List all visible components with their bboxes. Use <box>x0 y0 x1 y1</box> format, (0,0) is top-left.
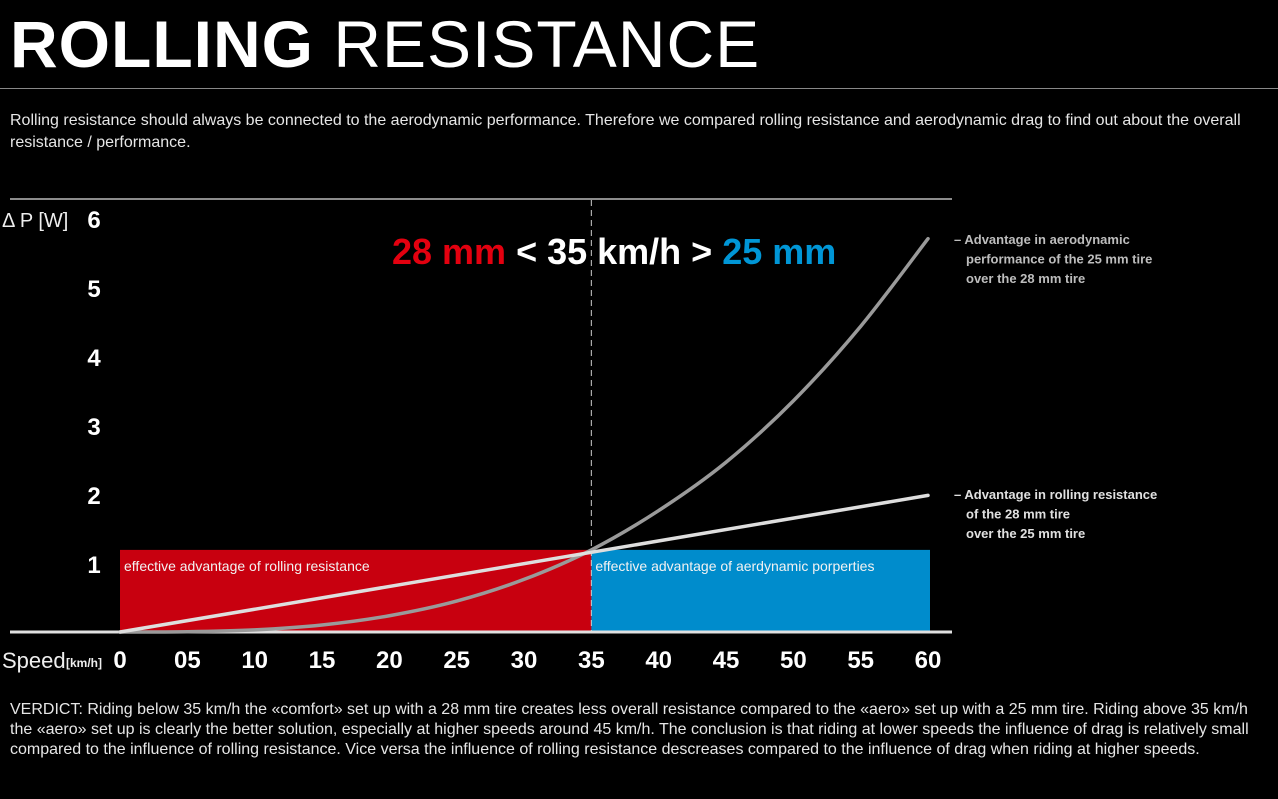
headline-right: 25 mm <box>722 231 836 272</box>
x-tick-label: 10 <box>241 647 268 674</box>
series-line-1 <box>118 493 930 634</box>
headline-left: 28 mm <box>392 231 506 272</box>
y-tick-label: 6 <box>87 207 100 234</box>
headline-middle: < 35 km/h > <box>506 231 722 272</box>
chart: effective advantage of rolling resistanc… <box>2 198 1157 674</box>
series-label-1-2: over the 25 mm tire <box>966 526 1085 541</box>
x-tick-label: 05 <box>174 647 201 674</box>
x-tick-label: 45 <box>713 647 740 674</box>
y-tick-label: 2 <box>87 483 100 510</box>
x-tick-label: 30 <box>511 647 538 674</box>
x-tick-label: 25 <box>443 647 470 674</box>
region-label-0: effective advantage of rolling resistanc… <box>124 558 370 574</box>
series-line-0 <box>118 236 930 634</box>
x-tick-label: 60 <box>915 647 942 674</box>
y-tick-label: 4 <box>87 345 101 372</box>
title-divider <box>0 88 1278 89</box>
y-tick-label: 3 <box>87 414 100 441</box>
x-axis-label: Speed <box>2 648 66 673</box>
series-label-0-0: – Advantage in aerodynamic <box>954 232 1130 247</box>
x-tick-label: 15 <box>309 647 336 674</box>
series-label-1-1: of the 28 mm tire <box>966 507 1070 522</box>
series-label-0-1: performance of the 25 mm tire <box>966 252 1152 267</box>
series-label-1-0: – Advantage in rolling resistance <box>954 487 1157 502</box>
x-tick-label: 50 <box>780 647 807 674</box>
x-tick-label: 0 <box>113 647 126 674</box>
title-bold: ROLLING <box>10 7 314 81</box>
page-title: ROLLING RESISTANCE <box>10 6 760 82</box>
x-axis-unit: [km/h] <box>66 656 102 670</box>
y-tick-label: 5 <box>87 276 100 303</box>
y-axis-label: Δ P [W] <box>2 210 68 232</box>
y-tick-label: 1 <box>87 552 100 579</box>
threshold-headline: 28 mm < 35 km/h > 25 mm <box>392 231 836 272</box>
region-1 <box>591 549 930 632</box>
x-tick-label: 35 <box>578 647 605 674</box>
series-label-0-2: over the 28 mm tire <box>966 271 1085 286</box>
x-tick-label: 55 <box>847 647 874 674</box>
x-tick-label: 40 <box>645 647 672 674</box>
verdict-text: VERDICT: Riding below 35 km/h the «comfo… <box>10 701 1249 758</box>
intro-text: Rolling resistance should always be conn… <box>10 112 1241 151</box>
x-tick-label: 20 <box>376 647 403 674</box>
title-light: RESISTANCE <box>333 7 761 81</box>
region-label-1: effective advantage of aerdynamic porper… <box>595 558 874 574</box>
